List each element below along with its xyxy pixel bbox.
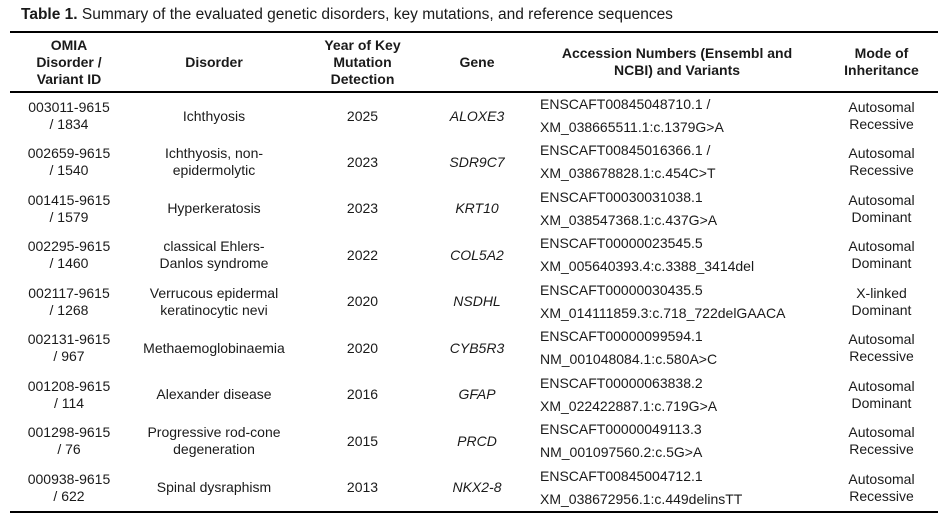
cell-accession: ENSCAFT00000023545.5 XM_005640393.4:c.338…	[540, 235, 755, 275]
cell-disorder: Alexander disease	[156, 386, 272, 403]
cell-mode-of-inheritance: Autosomal Recessive	[848, 424, 915, 458]
cell-gene: GFAP	[458, 386, 496, 403]
cell-omia-id: 001208-9615/ 114	[27, 377, 111, 411]
cell-accession: ENSCAFT00000049113.3 NM_001097560.2:c.5G>…	[540, 421, 703, 461]
cell-accession: ENSCAFT00000099594.1 NM_001048084.1:c.580…	[540, 328, 718, 368]
cell-accession: ENSCAFT00030031038.1 XM_038547368.1:c.437…	[540, 188, 718, 228]
header-row: OMIA Disorder / Variant ID Disorder Year…	[10, 31, 938, 93]
table-row: 001298-9615/ 76 Progressive rod-cone degen…	[10, 418, 938, 465]
cell-year: 2015	[346, 432, 379, 449]
cell-disorder: classical Ehlers- Danlos syndrome	[159, 238, 269, 272]
cell-year: 2023	[346, 200, 379, 217]
cell-accession: ENSCAFT00845048710.1 /XM_038665511.1:c.1…	[540, 96, 724, 135]
cell-gene: KRT10	[455, 200, 499, 217]
table-row: 000938-9615/ 622 Spinal dysraphism 2013 NKX…	[10, 464, 938, 513]
cell-year: 2020	[346, 293, 379, 310]
cell-disorder: Methaemoglobinaemia	[143, 339, 285, 356]
cell-omia-id: 002117-9615/ 1268	[28, 284, 110, 318]
cell-omia-id: 001298-9615/ 76	[27, 424, 111, 458]
cell-disorder: Spinal dysraphism	[128, 464, 300, 513]
cell-year: 2022	[346, 246, 379, 263]
cell-gene: ALOXE3	[449, 107, 505, 124]
table-row: 002131-9615/ 967 Methaemoglobinaemia 2020 C…	[10, 325, 938, 372]
cell-gene: CYB5R3	[449, 339, 505, 356]
cell-accession: ENSCAFT00845016366.1 /XM_038678828.1:c.4…	[540, 142, 716, 182]
cell-omia-id: 003011-9615/ 1834	[28, 99, 110, 132]
cell-accession: ENSCAFT00000063838.2 XM_022422887.1:c.719…	[540, 374, 718, 414]
cell-mode-of-inheritance: Autosomal Recessive	[848, 145, 915, 179]
disorders-table: OMIA Disorder / Variant ID Disorder Year…	[10, 31, 938, 513]
cell-disorder: Verrucous epidermal keratinocytic nevi	[149, 284, 279, 318]
cell-omia-id: 002131-9615/ 967	[27, 331, 111, 365]
cell-year: 2025	[346, 107, 379, 124]
col-header-disorder: Disorder	[128, 31, 300, 93]
table-caption-text: Summary of the evaluated genetic disorde…	[77, 6, 673, 23]
col-header-omia: OMIA Disorder / Variant ID	[10, 31, 128, 93]
cell-accession: ENSCAFT00845004712.1 XM_038672956.1:c.449…	[529, 464, 825, 513]
cell-mode-of-inheritance: X-linked Dominant	[851, 284, 912, 318]
cell-omia-id: 001415-9615/ 1579	[27, 191, 111, 225]
cell-mode-of-inheritance: Autosomal Recessive	[848, 331, 915, 365]
table-caption-label: Table 1.	[21, 6, 78, 23]
cell-gene: NKX2-8	[425, 464, 529, 513]
table-caption: Table 1. Summary of the evaluated geneti…	[21, 6, 673, 24]
col-header-gene: Gene	[425, 31, 529, 93]
table-row: 003011-9615/ 1834 Ichthyosis 2025 ALOXE3 ENS…	[10, 92, 938, 139]
cell-disorder: Hyperkeratosis	[167, 200, 261, 217]
cell-disorder: Progressive rod-cone degeneration	[147, 424, 281, 458]
col-header-mode: Mode of Inheritance	[825, 31, 938, 93]
cell-mode-of-inheritance: Autosomal Dominant	[848, 238, 915, 272]
cell-year: 2023	[346, 153, 379, 170]
table-row: 002659-9615/ 1540 Ichthyosis, non-epiderm…	[10, 139, 938, 186]
cell-omia-id: 000938-9615/ 622	[10, 464, 128, 513]
table-row: 002295-9615/ 1460 classical Ehlers- Danlos…	[10, 232, 938, 279]
cell-mode-of-inheritance: Autosomal Recessive	[848, 99, 915, 132]
cell-mode-of-inheritance: Autosomal Recessive	[825, 464, 938, 513]
cell-accession: ENSCAFT00000030435.5 XM_014111859.3:c.718…	[540, 281, 786, 321]
cell-gene: NSDHL	[453, 293, 501, 310]
cell-omia-id: 002659-9615/ 1540	[27, 145, 111, 179]
cell-mode-of-inheritance: Autosomal Dominant	[848, 191, 915, 225]
cell-year: 2020	[346, 339, 379, 356]
cell-year: 2013	[300, 464, 425, 513]
cell-gene: COL5A2	[450, 246, 504, 263]
table-row: 001208-9615/ 114 Alexander disease 2016 GFA…	[10, 372, 938, 419]
cell-disorder: Ichthyosis	[182, 107, 246, 124]
cell-gene: PRCD	[457, 432, 497, 449]
cell-omia-id: 002295-9615/ 1460	[27, 238, 111, 272]
col-header-accession: Accession Numbers (Ensembl and NCBI) and…	[529, 31, 825, 93]
cell-gene: SDR9C7	[449, 153, 505, 170]
cell-year: 2016	[346, 386, 379, 403]
cell-mode-of-inheritance: Autosomal Dominant	[848, 377, 915, 411]
table-row: 002117-9615/ 1268 Verrucous epidermal kera…	[10, 279, 938, 326]
cell-disorder: Ichthyosis, non-epidermolytic	[164, 145, 264, 179]
table-row: 001415-9615/ 1579 Hyperkeratosis 2023 KRT10…	[10, 186, 938, 233]
col-header-year: Year of Key Mutation Detection	[300, 31, 425, 93]
